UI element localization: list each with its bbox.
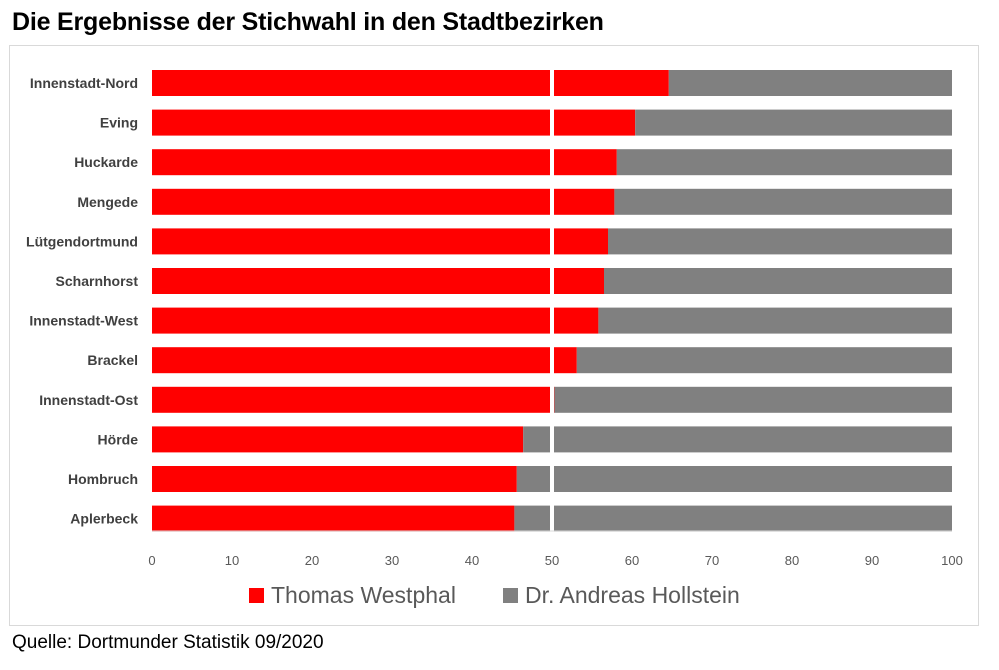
x-tick-label: 100 bbox=[941, 553, 963, 568]
legend-label-westphal: Thomas Westphal bbox=[271, 582, 456, 608]
x-tick-label: 80 bbox=[785, 553, 799, 568]
category-label: Eving bbox=[100, 115, 138, 131]
bar-hollstein bbox=[604, 268, 952, 294]
bar-hollstein bbox=[668, 70, 952, 96]
x-tick-label: 50 bbox=[545, 553, 559, 568]
bar-hollstein bbox=[598, 307, 952, 334]
bar-westphal bbox=[152, 70, 669, 96]
bar-westphal bbox=[152, 505, 515, 532]
category-label: Huckarde bbox=[74, 154, 138, 170]
bar-hollstein bbox=[616, 149, 952, 176]
x-tick-label: 30 bbox=[385, 553, 399, 568]
x-tick-label: 0 bbox=[148, 553, 155, 568]
bar-hollstein bbox=[635, 109, 952, 136]
bar-westphal bbox=[152, 268, 604, 294]
bar-westphal bbox=[152, 466, 517, 492]
category-label: Innenstadt-Ost bbox=[39, 392, 138, 408]
category-label: Innenstadt-West bbox=[29, 313, 138, 329]
x-tick-label: 60 bbox=[625, 553, 639, 568]
bar-westphal bbox=[152, 386, 555, 413]
category-label: Mengede bbox=[77, 194, 138, 210]
bar-westphal bbox=[152, 109, 636, 136]
x-tick-label: 90 bbox=[865, 553, 879, 568]
chart-title: Die Ergebnisse der Stichwahl in den Stad… bbox=[12, 8, 604, 36]
bar-westphal bbox=[152, 188, 615, 215]
legend-swatch-westphal bbox=[249, 588, 264, 603]
category-label: Scharnhorst bbox=[56, 273, 139, 289]
bar-hollstein bbox=[608, 228, 952, 255]
legend-swatch-hollstein bbox=[503, 588, 518, 603]
bar-westphal bbox=[152, 307, 599, 334]
bar-hollstein bbox=[576, 347, 952, 374]
bar-westphal bbox=[152, 426, 524, 453]
bar-hollstein bbox=[516, 466, 952, 492]
category-label: Aplerbeck bbox=[70, 511, 138, 527]
bar-westphal bbox=[152, 149, 617, 176]
source-note: Quelle: Dortmunder Statistik 09/2020 bbox=[12, 632, 324, 653]
x-tick-label: 40 bbox=[465, 553, 479, 568]
chart-frame bbox=[9, 45, 979, 626]
bar-westphal bbox=[152, 347, 577, 374]
bar-hollstein bbox=[514, 505, 952, 532]
bar-hollstein bbox=[614, 188, 952, 215]
category-label: Lütgendortmund bbox=[26, 233, 138, 249]
category-label: Hombruch bbox=[68, 471, 138, 487]
category-label: Innenstadt-Nord bbox=[30, 75, 138, 91]
legend-label-hollstein: Dr. Andreas Hollstein bbox=[525, 582, 740, 608]
bar-hollstein bbox=[523, 426, 952, 453]
category-label: Hörde bbox=[98, 431, 139, 447]
x-tick-label: 20 bbox=[305, 553, 319, 568]
midline-divider bbox=[550, 68, 554, 534]
category-label: Brackel bbox=[87, 352, 138, 368]
x-tick-label: 70 bbox=[705, 553, 719, 568]
bar-westphal bbox=[152, 228, 608, 255]
x-tick-label: 10 bbox=[225, 553, 239, 568]
bar-hollstein bbox=[554, 386, 952, 413]
